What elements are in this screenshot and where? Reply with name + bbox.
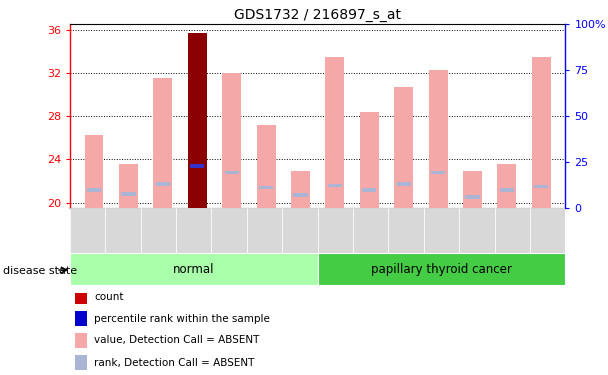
Bar — [317, 253, 565, 285]
Bar — [360, 112, 379, 208]
Bar — [532, 57, 551, 208]
Bar — [429, 70, 447, 208]
Bar — [75, 289, 87, 304]
Bar — [495, 208, 530, 253]
Bar — [105, 208, 140, 253]
Bar — [328, 183, 342, 188]
Bar — [259, 186, 273, 189]
Text: value, Detection Call = ABSENT: value, Detection Call = ABSENT — [94, 335, 260, 345]
Bar — [75, 333, 87, 348]
Bar — [212, 208, 247, 253]
Text: rank, Detection Call = ABSENT: rank, Detection Call = ABSENT — [94, 358, 254, 368]
Text: disease state: disease state — [3, 266, 77, 276]
Text: count: count — [94, 292, 123, 302]
Bar — [291, 171, 310, 208]
Bar — [431, 171, 445, 174]
Text: papillary thyroid cancer: papillary thyroid cancer — [371, 262, 512, 276]
Bar — [75, 312, 87, 326]
Bar — [394, 87, 413, 208]
Text: percentile rank within the sample: percentile rank within the sample — [94, 314, 270, 324]
Bar — [500, 188, 514, 192]
Bar — [119, 164, 138, 208]
Bar — [122, 192, 136, 196]
Bar — [459, 208, 495, 253]
Bar — [85, 135, 103, 208]
Bar — [153, 78, 172, 208]
Bar — [247, 208, 282, 253]
Bar — [190, 164, 204, 168]
Bar — [424, 208, 459, 253]
Title: GDS1732 / 216897_s_at: GDS1732 / 216897_s_at — [234, 8, 401, 22]
Bar — [389, 208, 424, 253]
Bar — [87, 188, 101, 192]
Text: normal: normal — [173, 262, 215, 276]
Bar — [463, 171, 482, 208]
Bar — [188, 33, 207, 208]
Bar — [282, 208, 317, 253]
Bar — [222, 73, 241, 208]
Bar — [176, 208, 212, 253]
Bar — [396, 183, 411, 186]
Bar — [257, 125, 275, 208]
Bar — [362, 188, 376, 192]
Bar — [75, 355, 87, 370]
Bar — [70, 208, 105, 253]
Bar — [140, 208, 176, 253]
Bar — [466, 195, 480, 199]
Bar — [530, 208, 565, 253]
Bar — [353, 208, 389, 253]
Bar — [156, 183, 170, 186]
Bar — [70, 253, 317, 285]
Bar — [497, 164, 516, 208]
Bar — [294, 193, 308, 197]
Bar — [224, 171, 239, 174]
Bar — [325, 57, 344, 208]
Bar — [534, 184, 548, 188]
Bar — [317, 208, 353, 253]
